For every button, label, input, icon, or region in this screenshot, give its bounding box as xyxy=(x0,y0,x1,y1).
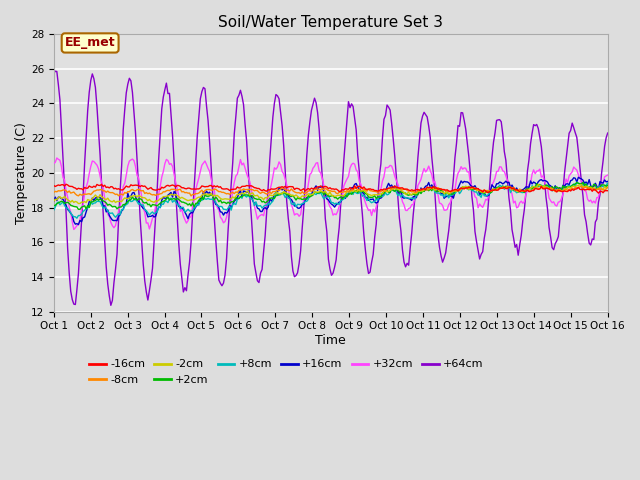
Legend: -16cm, -8cm, -2cm, +2cm, +8cm, +16cm, +32cm, +64cm: -16cm, -8cm, -2cm, +2cm, +8cm, +16cm, +3… xyxy=(84,355,488,389)
Title: Soil/Water Temperature Set 3: Soil/Water Temperature Set 3 xyxy=(218,15,444,30)
Y-axis label: Temperature (C): Temperature (C) xyxy=(15,122,28,224)
Text: EE_met: EE_met xyxy=(65,36,115,49)
X-axis label: Time: Time xyxy=(316,334,346,347)
